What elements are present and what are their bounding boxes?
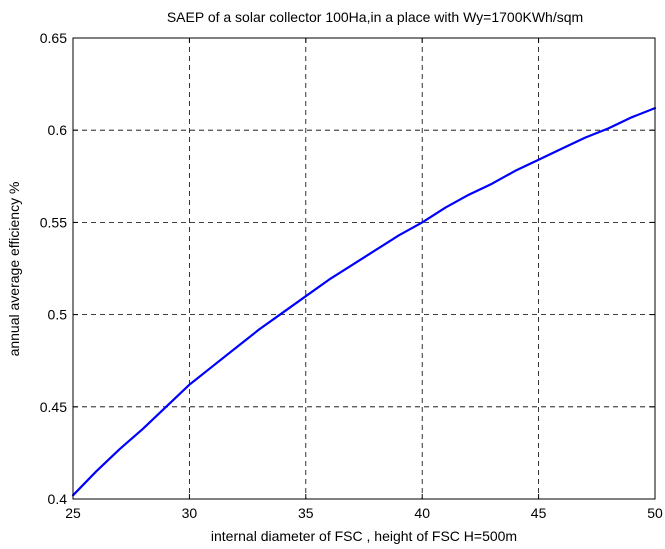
plot-area [73, 38, 655, 499]
y-tick-label: 0.55 [40, 214, 67, 230]
series-layer [71, 106, 657, 497]
y-tick-label: 0.65 [40, 30, 67, 46]
grid-lines [73, 38, 655, 499]
plot-frame [72, 37, 656, 500]
x-tick-label: 30 [182, 505, 198, 521]
x-tick-label: 35 [298, 505, 314, 521]
x-tick-label: 50 [647, 505, 663, 521]
axis-ticks [72, 37, 656, 500]
x-tick-label: 45 [531, 505, 547, 521]
y-tick-label: 0.5 [48, 307, 68, 323]
y-tick-label: 0.45 [40, 399, 67, 415]
x-tick-label: 40 [414, 505, 430, 521]
tick-labels: 25 30 35 40 45 50 0.4 0.45 0.5 0.55 0.6 0.65 [40, 30, 663, 521]
y-tick-label: 0.6 [48, 122, 68, 138]
chart-title: SAEP of a solar collector 100Ha,in a pla… [167, 9, 583, 25]
x-axis-label: internal diameter of FSC , height of FSC… [211, 528, 517, 544]
y-axis-label: annual average efficiency % [6, 182, 22, 357]
y-tick-label: 0.4 [48, 491, 68, 507]
series-line [71, 106, 657, 497]
x-tick-label: 25 [65, 505, 81, 521]
